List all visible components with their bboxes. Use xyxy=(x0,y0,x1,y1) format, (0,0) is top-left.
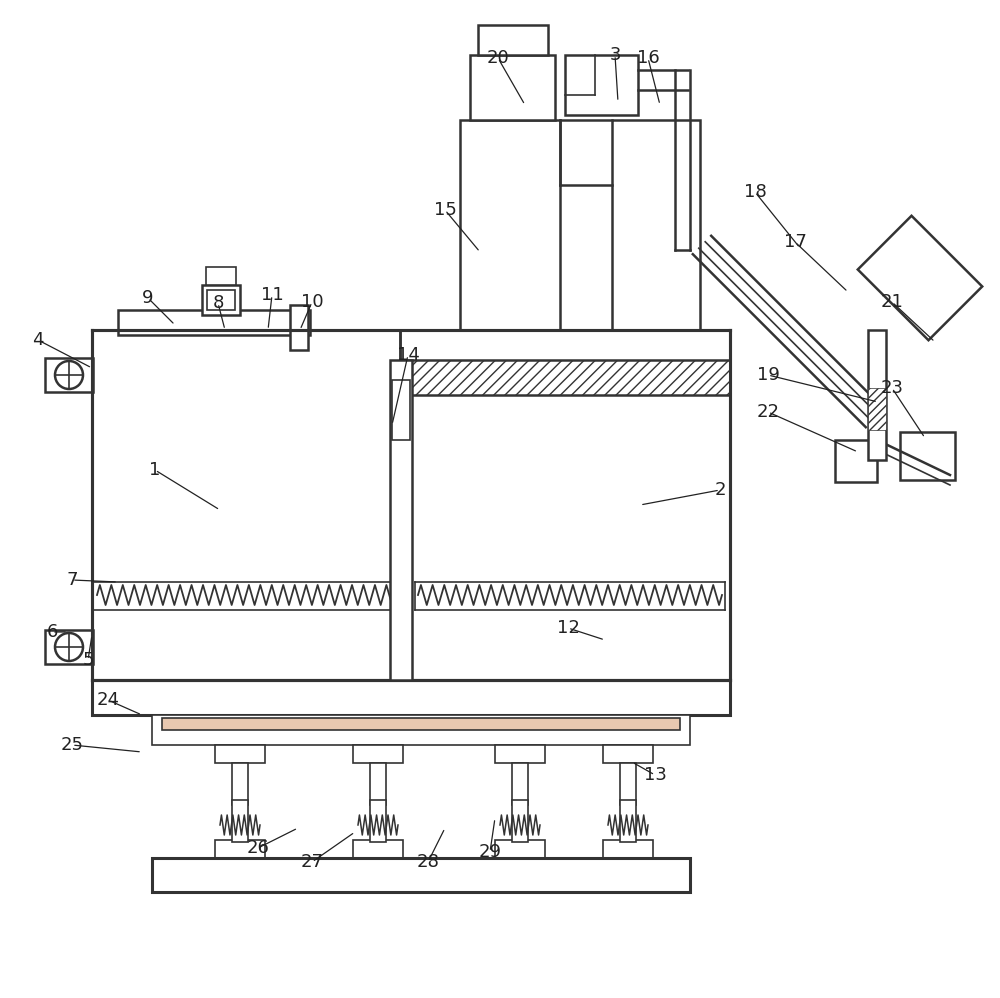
Bar xyxy=(620,763,636,805)
Text: 12: 12 xyxy=(557,619,579,637)
Text: 2: 2 xyxy=(714,481,726,499)
Bar xyxy=(370,800,386,842)
Text: 18: 18 xyxy=(744,183,766,201)
Bar xyxy=(232,800,248,842)
Text: 26: 26 xyxy=(247,839,269,857)
Bar xyxy=(868,330,886,460)
Bar xyxy=(460,120,560,330)
Text: 14: 14 xyxy=(397,346,419,364)
Bar xyxy=(392,380,410,440)
Bar xyxy=(232,763,248,805)
Bar xyxy=(603,745,653,763)
Text: 16: 16 xyxy=(637,49,659,67)
Text: 11: 11 xyxy=(261,286,283,304)
Text: 5: 5 xyxy=(82,651,94,669)
Bar xyxy=(290,305,308,350)
Bar xyxy=(603,840,653,858)
Text: 28: 28 xyxy=(417,853,439,871)
Bar xyxy=(202,285,240,315)
Polygon shape xyxy=(858,216,982,340)
Bar xyxy=(835,440,877,482)
Bar xyxy=(207,290,235,310)
Text: 21: 21 xyxy=(881,293,903,311)
Text: 22: 22 xyxy=(757,403,780,421)
Bar xyxy=(495,745,545,763)
Text: 25: 25 xyxy=(60,736,84,754)
Bar xyxy=(206,267,236,285)
Bar xyxy=(620,800,636,842)
Bar xyxy=(900,432,955,480)
Text: 7: 7 xyxy=(66,571,78,589)
Bar xyxy=(45,358,93,392)
Bar xyxy=(353,840,403,858)
Bar xyxy=(162,718,680,730)
Bar xyxy=(215,840,265,858)
Text: 6: 6 xyxy=(46,623,58,641)
Bar xyxy=(390,360,412,680)
Text: 29: 29 xyxy=(479,843,502,861)
Bar xyxy=(565,55,638,115)
Text: 1: 1 xyxy=(149,461,161,479)
Bar xyxy=(512,763,528,805)
Bar xyxy=(45,630,93,664)
Text: 17: 17 xyxy=(784,233,806,251)
Bar xyxy=(92,680,730,715)
Bar xyxy=(152,715,690,745)
Bar xyxy=(512,800,528,842)
Bar xyxy=(478,25,548,55)
Bar xyxy=(612,120,700,330)
Text: 20: 20 xyxy=(487,49,509,67)
Bar xyxy=(215,745,265,763)
Text: 24: 24 xyxy=(96,691,120,709)
Text: 13: 13 xyxy=(644,766,666,784)
Text: 23: 23 xyxy=(881,379,904,397)
Bar xyxy=(353,745,403,763)
Text: 10: 10 xyxy=(301,293,323,311)
Bar xyxy=(470,55,555,120)
Text: 9: 9 xyxy=(142,289,154,307)
Text: 8: 8 xyxy=(212,294,224,312)
Bar xyxy=(370,763,386,805)
Text: 4: 4 xyxy=(32,331,44,349)
Bar xyxy=(868,388,886,430)
Bar xyxy=(118,310,310,335)
Bar xyxy=(400,360,730,395)
Text: 15: 15 xyxy=(434,201,456,219)
Bar xyxy=(495,840,545,858)
Text: 3: 3 xyxy=(609,46,621,64)
Bar xyxy=(152,858,690,892)
Text: 27: 27 xyxy=(300,853,324,871)
Text: 19: 19 xyxy=(757,366,779,384)
